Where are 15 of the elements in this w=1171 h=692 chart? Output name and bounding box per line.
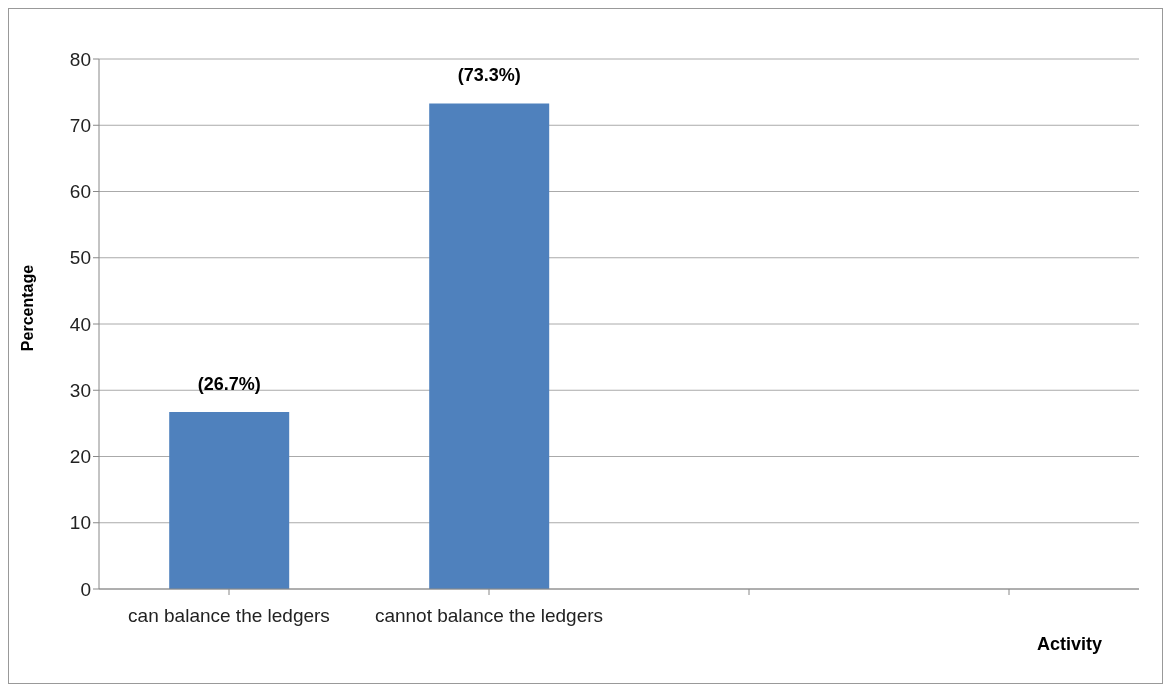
- y-tick-label: 70: [69, 115, 91, 136]
- data-label: (73.3%): [457, 65, 521, 86]
- y-tick-label: 30: [69, 379, 91, 401]
- x-tick-label: cannot balance the ledgers: [374, 605, 604, 627]
- x-tick-label: can balance the ledgers: [128, 605, 330, 627]
- x-axis-title: Activity: [996, 624, 1142, 665]
- y-tick-label: 80: [69, 48, 91, 70]
- y-tick-label: 60: [69, 181, 91, 203]
- data-label: (26.7%): [197, 374, 261, 395]
- y-tick-label: 0: [80, 578, 91, 600]
- y-tick-label: 10: [69, 512, 91, 534]
- y-tick-label: 40: [69, 313, 91, 335]
- y-tick-label: 20: [69, 446, 91, 468]
- y-axis-title: Percentage: [19, 263, 37, 354]
- y-tick-label: 50: [69, 247, 91, 269]
